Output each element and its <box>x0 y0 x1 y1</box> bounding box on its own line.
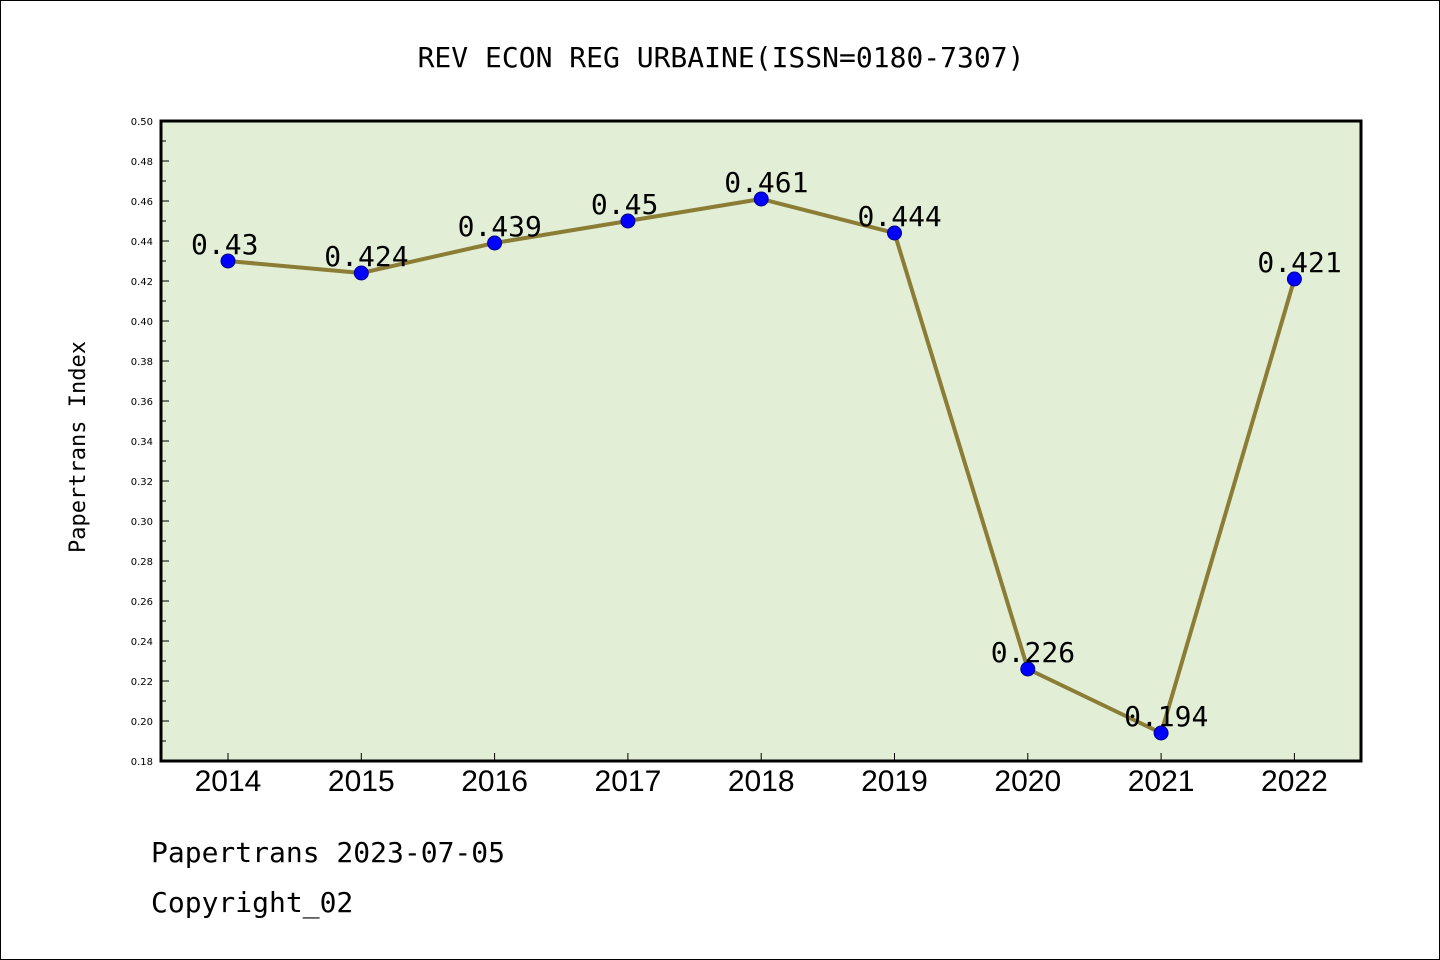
x-tick-label: 2014 <box>195 765 262 798</box>
data-label: 0.461 <box>724 166 808 199</box>
y-tick-label: 0.36 <box>131 397 153 408</box>
x-tick-label: 2019 <box>861 765 928 798</box>
chart-title: REV ECON REG URBAINE(ISSN=0180-7307) <box>418 41 1025 74</box>
y-tick-label: 0.30 <box>131 517 153 528</box>
footer-date: Papertrans 2023-07-05 <box>151 836 506 869</box>
y-tick-label: 0.48 <box>131 157 153 168</box>
data-label: 0.421 <box>1257 246 1341 279</box>
data-label: 0.226 <box>991 636 1075 669</box>
y-axis-label: Papertrans Index <box>66 341 91 553</box>
data-point <box>487 235 503 251</box>
data-label: 0.194 <box>1124 700 1208 733</box>
series-markers <box>220 191 1302 741</box>
y-tick-label: 0.38 <box>131 357 153 368</box>
y-tick-label: 0.18 <box>131 757 153 768</box>
data-label: 0.439 <box>458 210 542 243</box>
data-point <box>620 213 636 229</box>
plot-area <box>161 121 1361 761</box>
data-point <box>887 225 902 241</box>
data-label: 0.424 <box>324 240 408 273</box>
data-label: 0.43 <box>191 228 258 261</box>
y-tick-label: 0.22 <box>131 677 153 688</box>
x-tick-label: 2018 <box>728 765 795 798</box>
data-point <box>1286 271 1302 287</box>
y-tick-label: 0.34 <box>131 437 153 448</box>
data-label: 0.45 <box>591 188 658 221</box>
x-tick-label: 2021 <box>1128 765 1195 798</box>
data-label: 0.444 <box>858 200 942 233</box>
x-tick-label: 2022 <box>1261 765 1328 798</box>
data-point <box>220 253 236 269</box>
y-tick-label: 0.40 <box>131 317 153 328</box>
data-point <box>753 191 769 207</box>
x-tick-label: 2017 <box>595 765 662 798</box>
plot-border <box>159 119 1363 763</box>
y-tick-label: 0.20 <box>131 717 153 728</box>
y-tick-label: 0.50 <box>131 117 153 128</box>
data-point <box>1153 725 1169 741</box>
x-tick-label: 2015 <box>328 765 395 798</box>
data-point <box>353 265 369 281</box>
y-tick-label: 0.46 <box>131 197 153 208</box>
data-point <box>1020 661 1036 677</box>
x-tick-label: 2020 <box>994 765 1061 798</box>
y-tick-label: 0.28 <box>131 557 153 568</box>
y-tick-label: 0.44 <box>131 237 153 248</box>
y-tick-label: 0.26 <box>131 597 153 608</box>
y-tick-label: 0.32 <box>131 477 153 488</box>
y-tick-label: 0.24 <box>131 637 153 648</box>
y-tick-label: 0.42 <box>131 277 153 288</box>
data-labels: 0.43 0.424 0.439 0.45 0.461 0.444 0.226 0.194 0.… <box>191 166 1342 733</box>
x-axis-ticks: 2014 2015 2016 2017 2018 2019 2020 2021 2022 <box>195 753 1328 798</box>
x-tick-label: 2016 <box>461 765 528 798</box>
footer-copyright: Copyright_02 <box>151 886 354 919</box>
